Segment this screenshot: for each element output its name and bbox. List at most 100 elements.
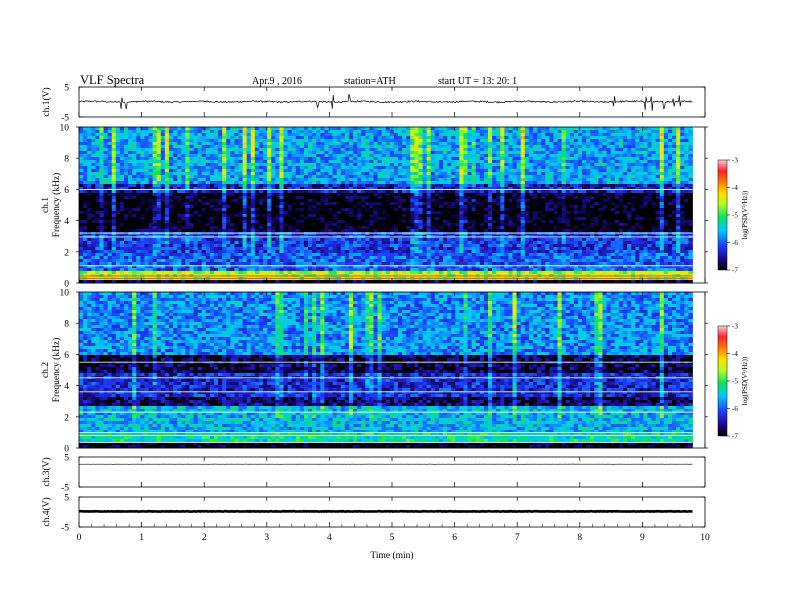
spectrogram-cell — [553, 148, 557, 151]
spectrogram-cell — [451, 199, 455, 202]
spectrogram-cell — [406, 172, 410, 175]
spectrogram-cell — [165, 148, 169, 151]
spectrogram-cell — [607, 127, 611, 130]
spectrogram-cell — [664, 139, 668, 142]
spectrogram-cell — [259, 193, 263, 196]
spectrogram-cell — [153, 139, 157, 142]
spectrogram-cell — [300, 175, 304, 178]
spectrogram-cell — [369, 133, 373, 136]
spectrogram-cell — [508, 202, 512, 205]
spectrogram-cell — [414, 142, 418, 145]
spectrogram-cell — [484, 205, 488, 208]
spectrogram-cell — [349, 184, 353, 187]
spectrogram-cell — [165, 133, 169, 136]
spectrogram-cell — [410, 127, 414, 130]
spectrogram-cell — [316, 157, 320, 160]
spectrogram-cell — [361, 190, 365, 193]
spectrogram-cell — [112, 184, 116, 187]
spectrogram-cell — [337, 163, 341, 166]
spectrogram-cell — [623, 187, 627, 190]
spectrogram-cell — [353, 154, 357, 157]
spectrogram-cell — [91, 184, 95, 187]
spectrogram-cell — [275, 172, 279, 175]
spectrogram-cell — [386, 130, 390, 133]
spectrogram-cell — [283, 136, 287, 139]
spectrogram-cell — [500, 202, 504, 205]
spectrogram-cell — [247, 157, 251, 160]
spectrogram-cell — [508, 136, 512, 139]
spectrogram-cell — [226, 205, 230, 208]
spectrogram-cell — [647, 205, 651, 208]
spectrogram-cell — [132, 172, 136, 175]
spectrogram-cell — [672, 190, 676, 193]
spectrogram-cell — [459, 169, 463, 172]
spectrogram-cell — [173, 196, 177, 199]
spectrogram-cell — [537, 175, 541, 178]
spectrogram-cell — [496, 133, 500, 136]
spectrogram-cell — [390, 142, 394, 145]
spectrogram-cell — [365, 181, 369, 184]
spectrogram-cell — [279, 145, 283, 148]
spectrogram-cell — [459, 181, 463, 184]
spectrogram-cell — [590, 160, 594, 163]
spectrogram-cell — [643, 193, 647, 196]
spectrogram-cell — [508, 199, 512, 202]
spectrogram-cell — [144, 199, 148, 202]
spectrogram-cell — [218, 178, 222, 181]
spectrogram-cell — [95, 208, 99, 211]
spectrogram-cell — [173, 163, 177, 166]
spectrogram-cell — [161, 142, 165, 145]
spectrogram-cell — [144, 127, 148, 130]
spectrogram-cell — [611, 178, 615, 181]
spectrogram-cell — [594, 184, 598, 187]
spectrogram-cell — [484, 166, 488, 169]
spectrogram-cell — [316, 166, 320, 169]
spectrogram-cell — [631, 157, 635, 160]
spectrogram-cell — [292, 169, 296, 172]
spectrogram-cell — [181, 205, 185, 208]
spectrogram-cell — [549, 157, 553, 160]
spectrogram-cell — [112, 142, 116, 145]
spectrogram-cell — [390, 202, 394, 205]
spectrogram-cell — [549, 175, 553, 178]
spectrogram-cell — [635, 166, 639, 169]
spectrogram-cell — [243, 160, 247, 163]
spectrogram-cell — [365, 166, 369, 169]
spectrogram-cell — [590, 136, 594, 139]
spectrogram-cell — [357, 187, 361, 190]
spectrogram-cell — [513, 169, 517, 172]
spectrogram-cell — [128, 142, 132, 145]
spectrogram-cell — [394, 151, 398, 154]
spectrogram-cell — [500, 205, 504, 208]
spectrogram-cell — [431, 130, 435, 133]
spectrogram-cell — [455, 136, 459, 139]
spectrogram-cell — [394, 199, 398, 202]
spectrogram-cell — [124, 196, 128, 199]
spectrogram-cell — [173, 172, 177, 175]
spectrogram-cell — [468, 190, 472, 193]
spectrogram-cell — [206, 136, 210, 139]
spectrogram-cell — [562, 172, 566, 175]
spectrogram-cell — [349, 151, 353, 154]
spectrogram-cell — [431, 202, 435, 205]
spectrogram-cell — [549, 130, 553, 133]
spectrogram-cell — [435, 148, 439, 151]
spectrogram-cell — [382, 184, 386, 187]
spectrogram-cell — [194, 199, 198, 202]
spectrogram-cell — [247, 142, 251, 145]
spectrogram-cell — [390, 178, 394, 181]
spectrogram-cell — [333, 157, 337, 160]
spectrogram-cell — [161, 184, 165, 187]
spectrogram-cell — [431, 184, 435, 187]
spectrogram-cell — [688, 166, 692, 169]
spectrogram-cell — [639, 202, 643, 205]
spectrogram-cell — [398, 136, 402, 139]
spectrogram-cell — [431, 145, 435, 148]
spectrogram-cell — [435, 157, 439, 160]
spectrogram-cell — [198, 196, 202, 199]
spectrogram-cell — [439, 187, 443, 190]
spectrogram-cell — [128, 151, 132, 154]
spectrogram-cell — [87, 196, 91, 199]
spectrogram-cell — [292, 145, 296, 148]
spectrogram-cell — [234, 169, 238, 172]
